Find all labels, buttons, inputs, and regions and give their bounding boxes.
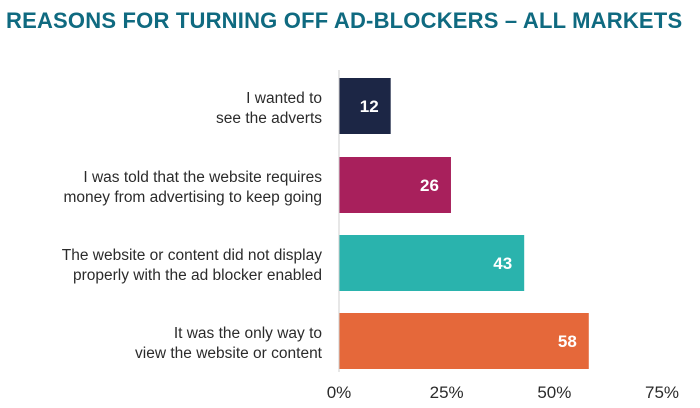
x-tick-label-25: 25% xyxy=(430,383,464,402)
x-tick-label-0: 0% xyxy=(327,383,352,402)
bar-value-label-2: 26 xyxy=(420,176,439,195)
bar-value-label-1: 12 xyxy=(360,97,379,116)
category-label-2-line-2: money from advertising to keep going xyxy=(64,189,322,206)
bar-1 xyxy=(339,78,391,134)
category-label-2-line-1: I was told that the website requires xyxy=(83,169,322,186)
x-axis: 0% 25% 50% 75% xyxy=(327,70,679,402)
category-label-3-line-2: properly with the ad blocker enabled xyxy=(73,267,322,284)
bar-4 xyxy=(339,313,589,369)
category-labels-layer: I wanted to see the adverts I was told tha… xyxy=(62,90,323,362)
bar-3 xyxy=(339,235,525,291)
category-label-3-line-1: The website or content did not display xyxy=(62,247,322,264)
x-tick-label-50: 50% xyxy=(537,383,571,402)
category-label-1-line-2: see the adverts xyxy=(216,110,322,127)
bar-value-label-3: 43 xyxy=(493,254,512,273)
category-label-1-line-1: I wanted to xyxy=(246,90,322,107)
x-tick-label-75: 75% xyxy=(645,383,679,402)
bar-value-label-4: 58 xyxy=(558,332,577,351)
category-label-4-line-2: view the website or content xyxy=(135,345,323,362)
chart-title: REASONS FOR TURNING OFF AD-BLOCKERS – AL… xyxy=(6,8,683,33)
bar-2 xyxy=(339,157,451,213)
category-label-4-line-1: It was the only way to xyxy=(174,325,322,342)
bars-layer: 12 26 43 58 xyxy=(339,78,589,369)
